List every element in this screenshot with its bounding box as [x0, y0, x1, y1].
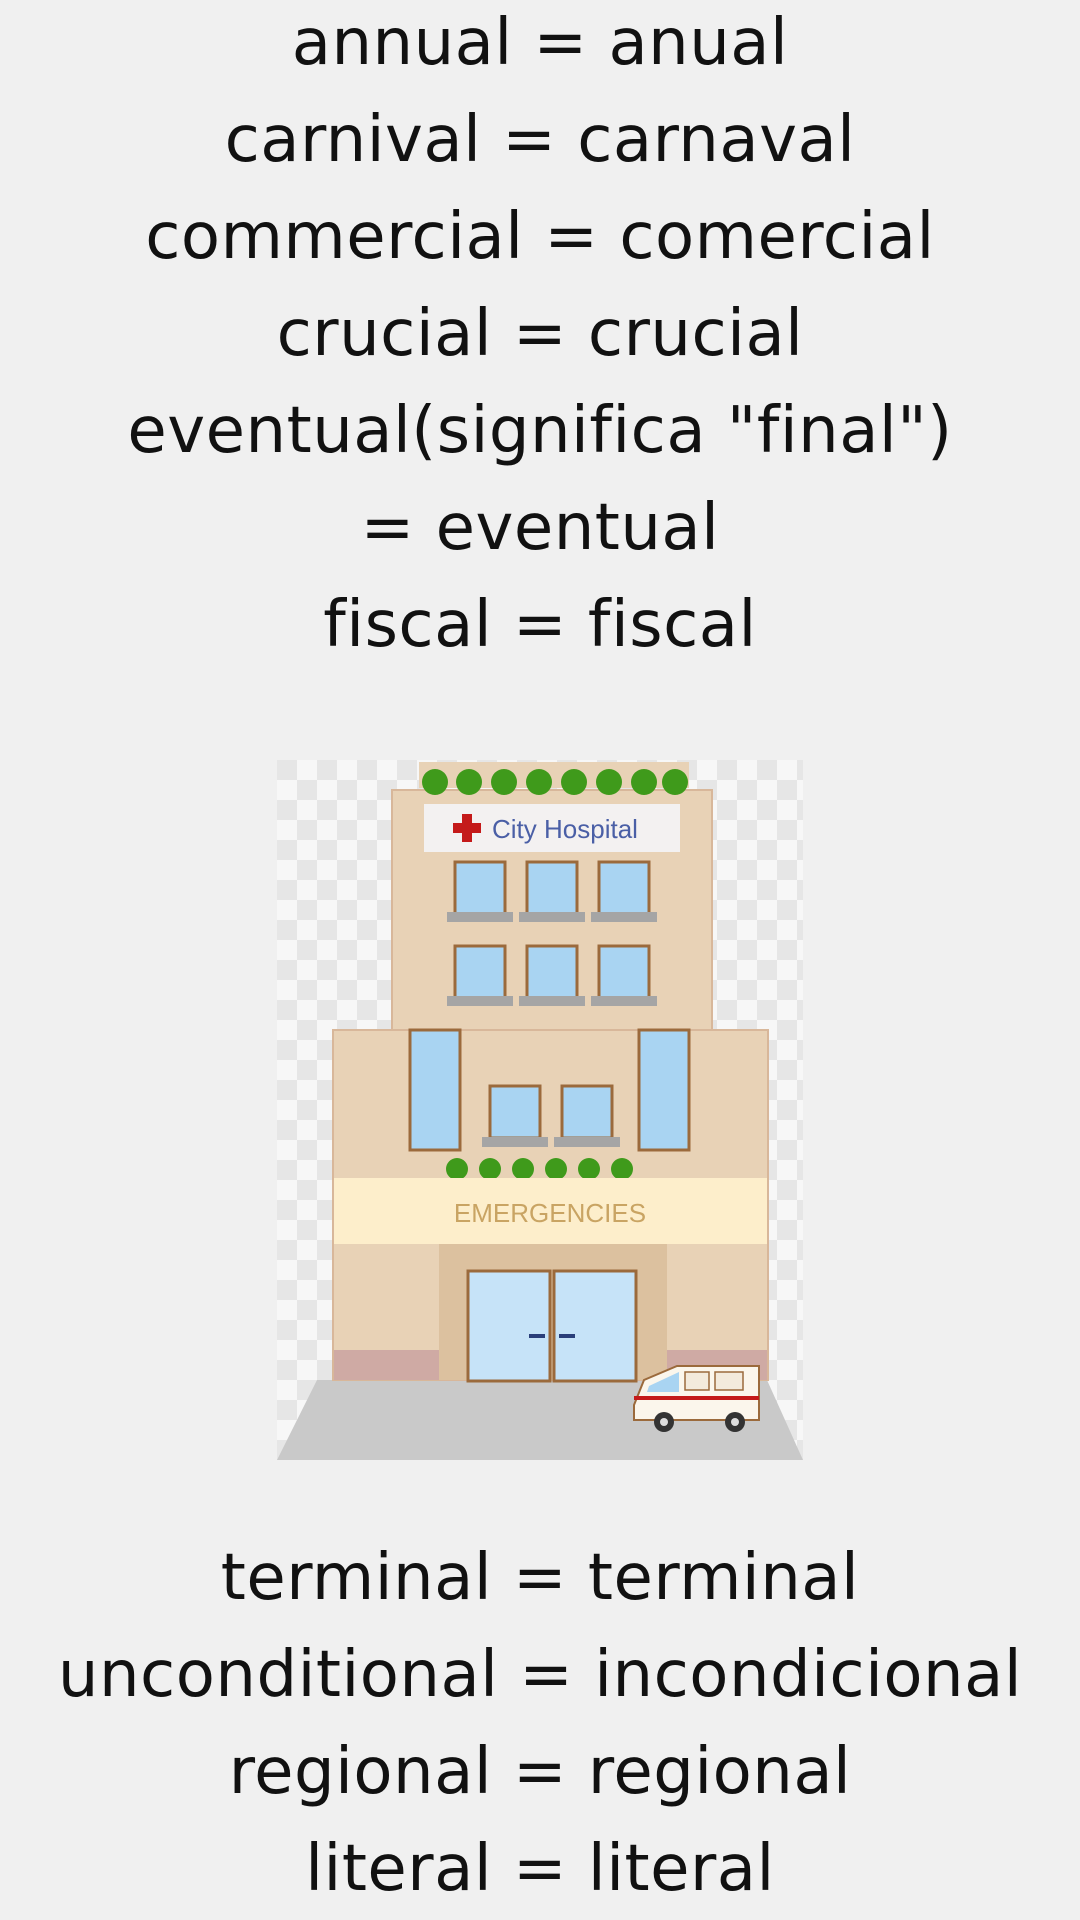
vocabulary-item: eventual(significa "final") = eventual [127, 394, 953, 565]
ambulance-icon [633, 1365, 760, 1432]
hospital-illustration: City Hospital [277, 760, 803, 1460]
emergencies-banner [334, 1178, 767, 1244]
tall-windows [408, 1028, 691, 1152]
vocabulary-item: regional = regional [228, 1735, 852, 1809]
red-cross-icon [453, 814, 481, 842]
windows-row-2 [447, 944, 657, 1006]
vocabulary-item: unconditional = incondicional [57, 1638, 1023, 1712]
vocabulary-item: annual = anual [291, 6, 789, 80]
vocabulary-item: crucial = crucial [276, 297, 804, 371]
balcony-plants [446, 1158, 633, 1180]
vocabulary-item: fiscal = fiscal [323, 588, 757, 662]
vocabulary-item: literal = literal [305, 1832, 775, 1906]
hospital-building-image: City Hospital [277, 760, 803, 1460]
hospital-sign-text: City Hospital [492, 814, 638, 844]
windows-row-1 [447, 860, 657, 922]
windows-row-3 [482, 1084, 620, 1147]
rooftop-plants [419, 762, 689, 795]
vocabulary-item: commercial = comercial [145, 200, 935, 274]
entrance-doors [466, 1269, 638, 1383]
vocabulary-list-bottom: terminal = terminal unconditional = inco… [0, 1530, 1080, 1918]
vocabulary-item: terminal = terminal [220, 1541, 860, 1615]
vocabulary-item: carnival = carnaval [224, 103, 856, 177]
vocabulary-list-top: annual = anual carnival = carnaval comme… [0, 0, 1080, 674]
emergencies-banner-text: EMERGENCIES [454, 1198, 646, 1228]
